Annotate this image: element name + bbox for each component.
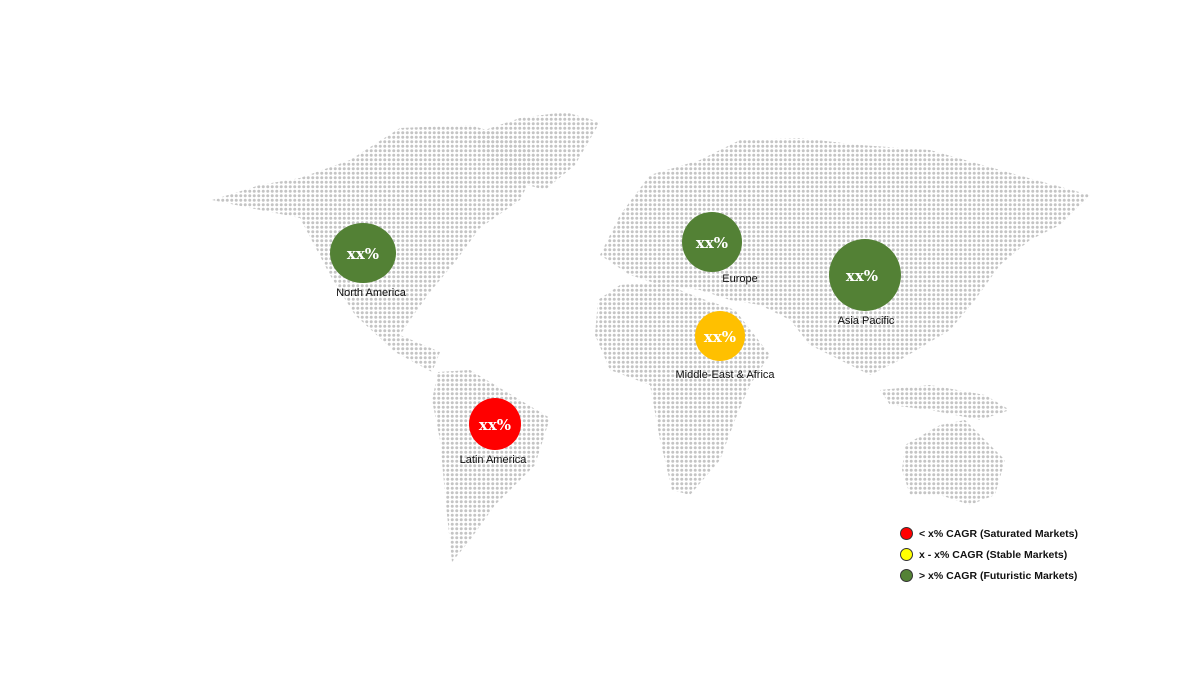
bubble-middle-east-africa[interactable]: xx% Middle-East & Africa — [675, 311, 775, 381]
legend-item-futuristic: > x% CAGR (Futuristic Markets) — [900, 565, 1078, 586]
region-label: North America — [336, 287, 407, 299]
bubble-asia-pacific[interactable]: xx% Asia Pacific — [829, 239, 901, 327]
region-label: Middle-East & Africa — [675, 369, 775, 381]
australia-land — [902, 420, 1005, 505]
region-label: Europe — [722, 273, 757, 285]
green-circle-icon — [900, 569, 913, 582]
legend: < x% CAGR (Saturated Markets) x - x% CAG… — [900, 523, 1078, 586]
region-label: Latin America — [460, 454, 528, 466]
africa-land — [595, 282, 770, 495]
yellow-circle-icon — [900, 548, 913, 561]
red-circle-icon — [900, 527, 913, 540]
legend-label: x - x% CAGR (Stable Markets) — [919, 548, 1068, 561]
bubble-europe[interactable]: xx% Europe — [682, 212, 758, 285]
value-label: xx% — [846, 267, 878, 285]
south-america-land — [432, 370, 550, 562]
indonesia-land — [880, 385, 1010, 420]
bubble-latin-america[interactable]: xx% Latin America — [460, 398, 528, 466]
value-label: xx% — [347, 245, 379, 263]
value-label: xx% — [696, 234, 728, 252]
region-label: Asia Pacific — [838, 315, 895, 327]
legend-label: < x% CAGR (Saturated Markets) — [919, 527, 1079, 540]
bubble-north-america[interactable]: xx% North America — [330, 223, 407, 299]
legend-label: > x% CAGR (Futuristic Markets) — [919, 569, 1078, 582]
legend-item-stable: x - x% CAGR (Stable Markets) — [900, 544, 1078, 565]
legend-item-saturated: < x% CAGR (Saturated Markets) — [900, 523, 1078, 544]
greenland-land — [470, 112, 600, 190]
value-label: xx% — [479, 416, 511, 434]
value-label: xx% — [704, 328, 736, 346]
